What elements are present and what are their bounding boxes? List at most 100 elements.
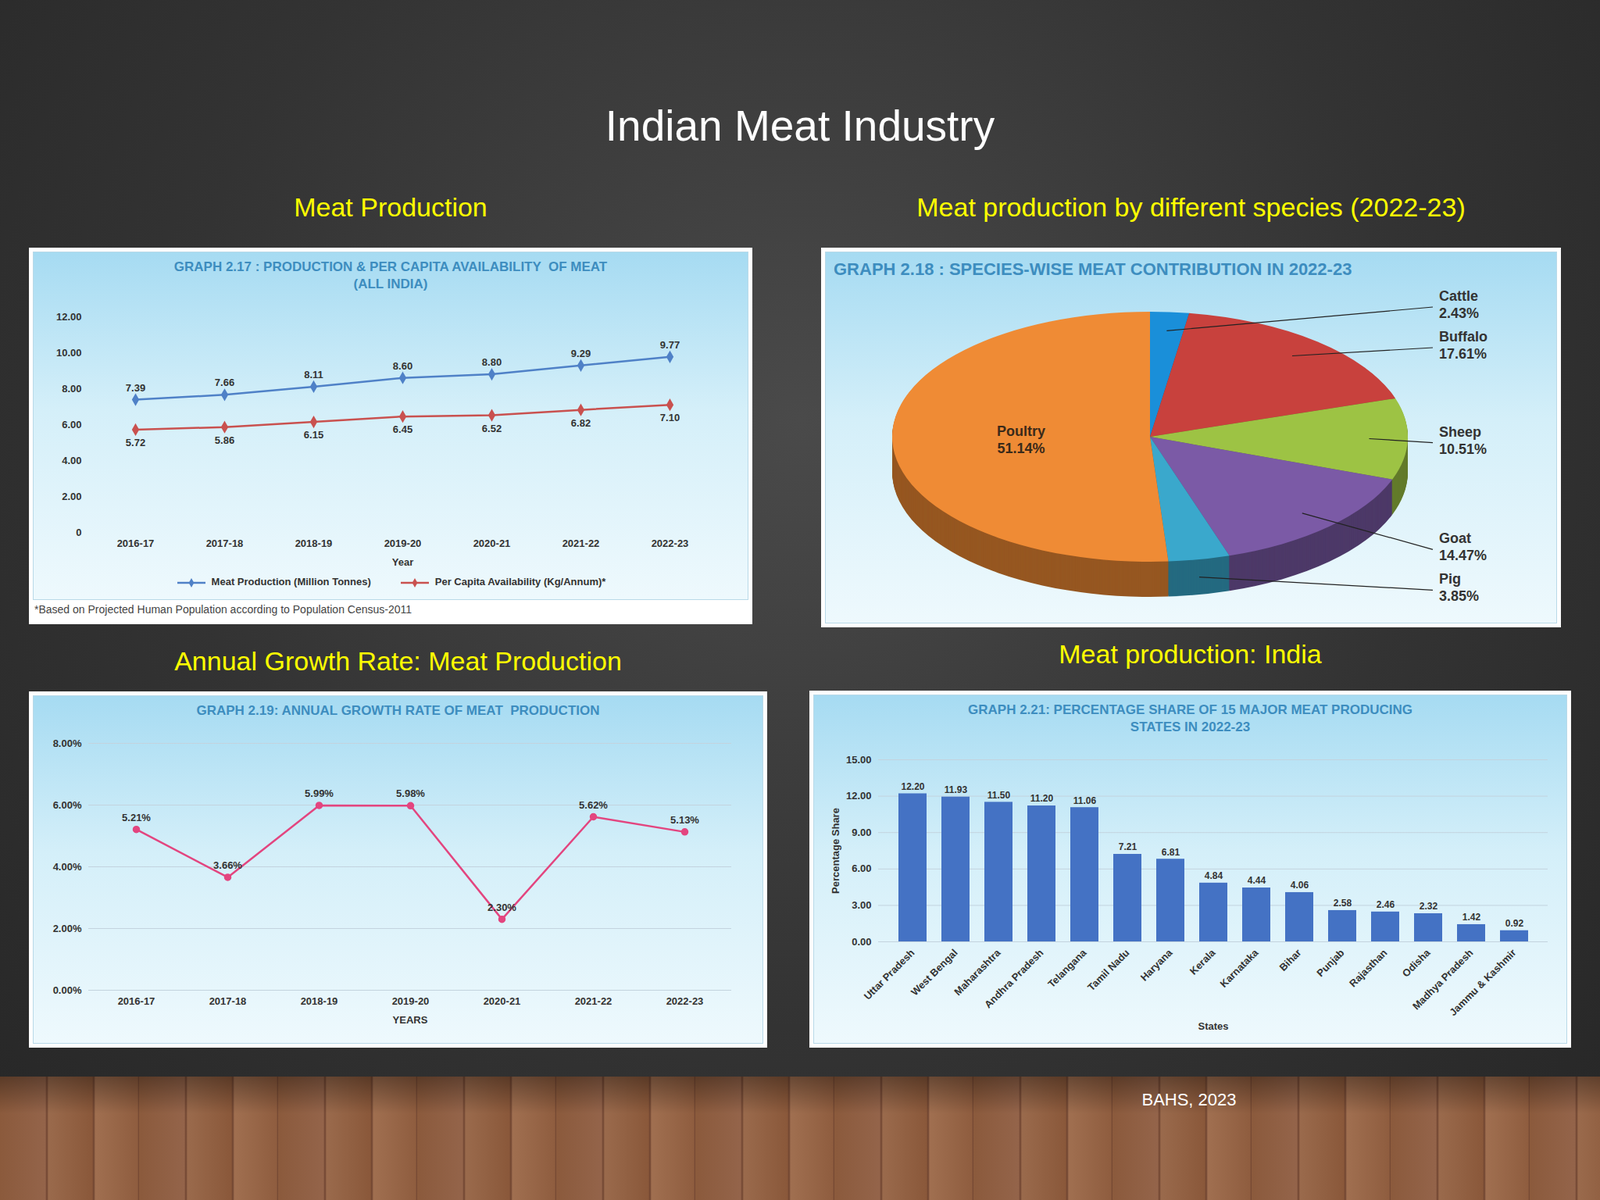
svg-text:7.10: 7.10 xyxy=(660,411,680,424)
svg-text:8.00: 8.00 xyxy=(61,382,82,395)
svg-text:0.00%: 0.00% xyxy=(53,984,83,997)
svg-text:Tamil Nadu: Tamil Nadu xyxy=(1085,946,1133,994)
svg-text:8.00%: 8.00% xyxy=(53,737,83,750)
svg-text:6.00: 6.00 xyxy=(61,418,82,431)
svg-text:12.00: 12.00 xyxy=(56,310,83,323)
svg-text:6.82: 6.82 xyxy=(571,417,591,429)
svg-text:YEARS: YEARS xyxy=(392,1014,429,1026)
svg-text:West Bengal: West Bengal xyxy=(908,946,960,998)
svg-text:8.80: 8.80 xyxy=(482,356,502,368)
svg-text:3.66%: 3.66% xyxy=(213,859,243,872)
svg-text:5.21%: 5.21% xyxy=(121,811,151,824)
svg-text:1.42: 1.42 xyxy=(1462,911,1482,923)
svg-text:7.21: 7.21 xyxy=(1118,841,1138,853)
svg-text:8.11: 8.11 xyxy=(303,368,324,381)
svg-text:2016-17: 2016-17 xyxy=(117,995,156,1008)
svg-text:4.06: 4.06 xyxy=(1290,879,1310,891)
svg-text:2019-20: 2019-20 xyxy=(392,995,430,1008)
svg-text:Andhra Pradesh: Andhra Pradesh xyxy=(982,946,1047,1011)
svg-text:0: 0 xyxy=(75,526,82,539)
svg-text:9.00: 9.00 xyxy=(851,826,872,839)
html-text:BAHS, 2023: BAHS, 2023 xyxy=(1141,1089,1237,1110)
svg-text:2021-22: 2021-22 xyxy=(562,537,600,550)
svg-text:8.60: 8.60 xyxy=(392,360,413,372)
svg-text:2022-23: 2022-23 xyxy=(651,537,690,550)
svg-text:6.00: 6.00 xyxy=(851,862,872,875)
svg-text:11.50: 11.50 xyxy=(987,789,1011,801)
svg-text:2016-17: 2016-17 xyxy=(117,537,155,550)
svg-text:5.72: 5.72 xyxy=(125,436,146,449)
svg-text:2022-23: 2022-23 xyxy=(666,995,704,1008)
svg-text:7.39: 7.39 xyxy=(125,382,146,394)
html-text:Annual Growth Rate: Meat Produ: Annual Growth Rate: Meat Production xyxy=(174,646,622,676)
svg-text:11.93: 11.93 xyxy=(944,784,968,796)
svg-text:3.00: 3.00 xyxy=(851,899,872,911)
svg-text:Karnataka: Karnataka xyxy=(1217,946,1261,990)
svg-text:11.06: 11.06 xyxy=(1073,795,1097,807)
svg-text:6.81: 6.81 xyxy=(1161,846,1181,858)
svg-text:Madhya Pradesh: Madhya Pradesh xyxy=(1410,946,1476,1013)
html-text:Meat production by different s: Meat production by different species (20… xyxy=(916,192,1466,222)
svg-text:2017-18: 2017-18 xyxy=(206,537,244,550)
svg-text:2.58: 2.58 xyxy=(1333,897,1353,909)
svg-text:12.20: 12.20 xyxy=(900,781,925,793)
svg-text:Poultry51.14%: Poultry51.14% xyxy=(996,423,1046,457)
svg-text:Buffalo17.61%: Buffalo17.61% xyxy=(1439,328,1488,362)
html-text:Meat production: India: Meat production: India xyxy=(1058,639,1322,669)
svg-text:Odisha: Odisha xyxy=(1400,946,1433,979)
svg-text:Pig3.85%: Pig3.85% xyxy=(1439,571,1479,604)
svg-text:2017-18: 2017-18 xyxy=(209,995,247,1008)
svg-text:5.13%: 5.13% xyxy=(670,814,700,826)
svg-text:Haryana: Haryana xyxy=(1138,946,1175,983)
svg-text:2.00: 2.00 xyxy=(61,490,82,503)
svg-text:2.46: 2.46 xyxy=(1376,899,1396,911)
svg-text:4.00: 4.00 xyxy=(61,454,82,467)
svg-text:Punjab: Punjab xyxy=(1314,946,1347,979)
svg-text:4.00%: 4.00% xyxy=(53,860,83,873)
svg-text:Bihar: Bihar xyxy=(1276,946,1304,974)
svg-text:5.98%: 5.98% xyxy=(396,787,425,800)
svg-text:Sheep10.51%: Sheep10.51% xyxy=(1439,424,1487,458)
svg-text:2019-20: 2019-20 xyxy=(384,537,422,550)
svg-text:0.92: 0.92 xyxy=(1505,917,1525,929)
svg-text:5.99%: 5.99% xyxy=(304,787,334,800)
svg-text:Year: Year xyxy=(392,556,414,568)
svg-text:5.86: 5.86 xyxy=(214,434,235,447)
svg-text:9.77: 9.77 xyxy=(660,339,680,351)
svg-text:10.00: 10.00 xyxy=(56,346,83,359)
svg-text:Maharashtra: Maharashtra xyxy=(951,946,1003,998)
svg-text:Jammu & Kashmir: Jammu & Kashmir xyxy=(1446,946,1518,1018)
svg-text:2020-21: 2020-21 xyxy=(483,995,522,1008)
svg-text:12.00: 12.00 xyxy=(846,789,872,802)
svg-text:4.44: 4.44 xyxy=(1247,875,1267,886)
svg-text:2018-19: 2018-19 xyxy=(300,995,339,1008)
svg-text:9.29: 9.29 xyxy=(571,347,591,360)
svg-text:Rajasthan: Rajasthan xyxy=(1346,946,1390,990)
svg-text:11.20: 11.20 xyxy=(1030,792,1054,804)
svg-text:2.00%: 2.00% xyxy=(53,922,83,935)
svg-text:6.15: 6.15 xyxy=(303,428,324,441)
svg-text:Goat14.47%: Goat14.47% xyxy=(1439,530,1487,564)
svg-text:15.00: 15.00 xyxy=(846,753,872,766)
svg-text:Cattle2.43%: Cattle2.43% xyxy=(1439,288,1479,322)
svg-text:Uttar Pradesh: Uttar Pradesh xyxy=(861,946,918,1003)
svg-text:5.62%: 5.62% xyxy=(578,799,608,811)
svg-text:7.66: 7.66 xyxy=(214,376,235,389)
svg-text:2021-22: 2021-22 xyxy=(575,995,613,1008)
svg-text:Telangana: Telangana xyxy=(1045,946,1090,990)
svg-text:States: States xyxy=(1197,1020,1229,1033)
svg-text:2020-21: 2020-21 xyxy=(473,537,511,550)
svg-text:6.52: 6.52 xyxy=(482,422,502,435)
html-text:Meat Production: Meat Production xyxy=(293,192,488,222)
svg-text:Kerala: Kerala xyxy=(1187,946,1218,977)
svg-text:2.30%: 2.30% xyxy=(487,901,517,914)
svg-text:4.84: 4.84 xyxy=(1204,870,1224,882)
svg-text:2.32: 2.32 xyxy=(1419,900,1439,912)
svg-text:2018-19: 2018-19 xyxy=(295,537,333,550)
svg-text:Percentage Share: Percentage Share xyxy=(829,807,842,894)
svg-text:6.00%: 6.00% xyxy=(53,799,83,811)
html-text:Indian Meat Industry: Indian Meat Industry xyxy=(605,101,995,150)
svg-text:6.45: 6.45 xyxy=(392,423,413,436)
svg-text:0.00: 0.00 xyxy=(851,935,872,948)
html-text:GRAPH 2.18 : SPECIES-WISE MEAT: GRAPH 2.18 : SPECIES-WISE MEAT CONTRIBUT… xyxy=(833,259,1352,279)
